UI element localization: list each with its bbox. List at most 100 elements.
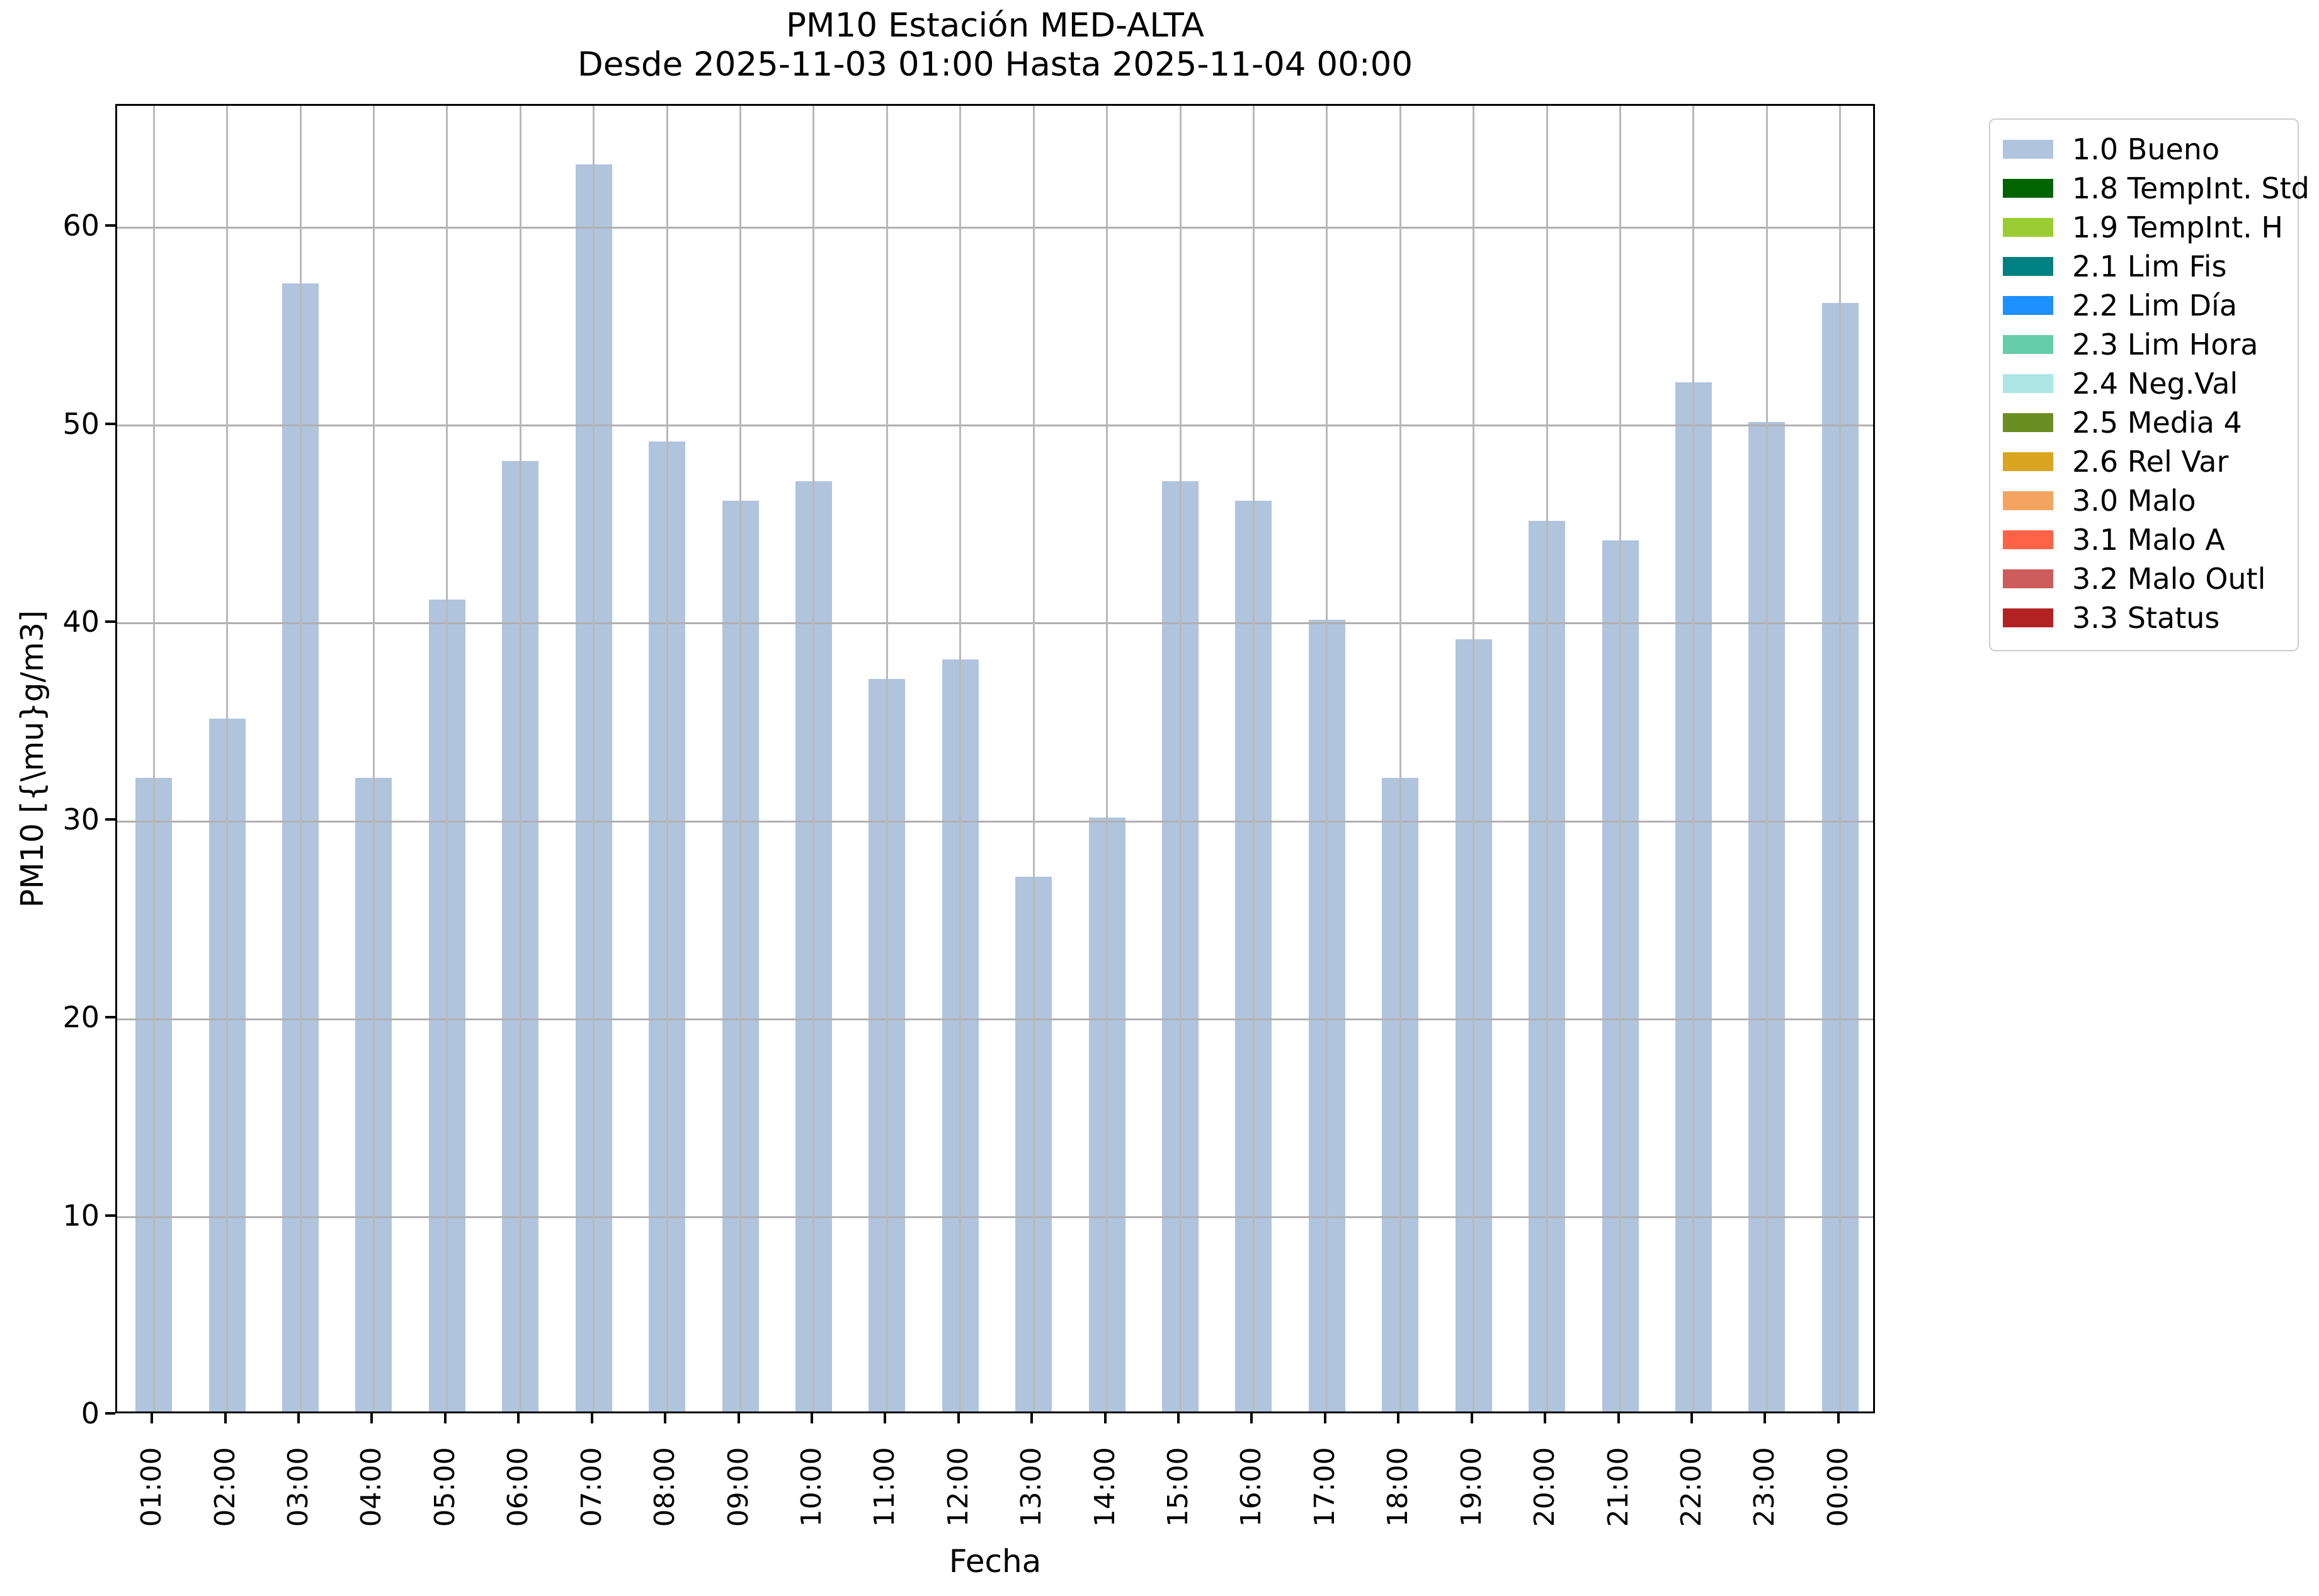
x-gridline (226, 106, 229, 1411)
x-tick (1763, 1413, 1767, 1423)
y-tick (105, 422, 115, 425)
x-tick-label: 23:00 (1748, 1447, 1781, 1527)
x-tick-label: 05:00 (428, 1447, 461, 1527)
legend-item: 2.5 Media 4 (1990, 403, 2298, 442)
y-gridline (117, 1018, 1873, 1020)
x-tick (1544, 1413, 1547, 1423)
legend-item: 1.8 TempInt. Std (1990, 169, 2310, 208)
x-tick (1470, 1413, 1473, 1423)
x-tick-label: 19:00 (1455, 1447, 1488, 1527)
y-tick-label: 30 (62, 802, 100, 837)
x-tick-label: 14:00 (1088, 1447, 1121, 1527)
x-gridline (593, 106, 595, 1411)
x-tick (810, 1413, 813, 1423)
legend-swatch (2003, 491, 2053, 510)
x-tick (737, 1413, 740, 1423)
x-tick-label: 02:00 (208, 1447, 241, 1527)
x-tick (1250, 1413, 1253, 1423)
x-tick-label: 09:00 (722, 1447, 755, 1527)
x-gridline (1619, 106, 1622, 1411)
x-gridline (1106, 106, 1108, 1411)
x-gridline (299, 106, 302, 1411)
x-gridline (959, 106, 962, 1411)
x-gridline (1252, 106, 1255, 1411)
legend-item: 2.3 Lim Hora (1990, 325, 2298, 364)
x-gridline (1473, 106, 1475, 1411)
x-tick-label: 17:00 (1308, 1447, 1341, 1527)
legend-swatch (2003, 569, 2053, 588)
x-tick-label: 03:00 (282, 1447, 315, 1527)
legend-label: 1.0 Bueno (2072, 132, 2220, 166)
legend-item: 1.0 Bueno (1990, 130, 2298, 169)
y-tick (105, 818, 115, 821)
x-tick-label: 01:00 (135, 1447, 168, 1527)
legend-label: 1.8 TempInt. Std (2072, 171, 2310, 205)
x-axis-label: Fecha (949, 1543, 1042, 1580)
plot-area (115, 104, 1875, 1413)
legend-label: 3.0 Malo (2072, 484, 2196, 518)
x-tick-label: 11:00 (869, 1447, 901, 1527)
x-tick (297, 1413, 300, 1423)
x-tick-label: 00:00 (1821, 1447, 1854, 1527)
legend-item: 1.9 TempInt. H (1990, 208, 2298, 247)
x-tick (1690, 1413, 1693, 1423)
legend-swatch (2003, 608, 2053, 627)
x-gridline (886, 106, 888, 1411)
legend-label: 2.6 Rel Var (2072, 445, 2229, 479)
x-tick-label: 16:00 (1235, 1447, 1268, 1527)
y-tick (105, 1412, 115, 1415)
x-tick (1177, 1413, 1180, 1423)
x-gridline (1032, 106, 1035, 1411)
x-tick (1323, 1413, 1326, 1423)
x-tick (957, 1413, 960, 1423)
y-gridline (117, 226, 1873, 229)
x-tick-label: 21:00 (1602, 1447, 1634, 1527)
legend-swatch (2003, 179, 2053, 198)
x-gridline (1765, 106, 1768, 1411)
legend-label: 2.1 Lim Fis (2072, 249, 2227, 283)
x-tick-label: 13:00 (1015, 1447, 1048, 1527)
legend-swatch (2003, 413, 2053, 432)
x-tick (517, 1413, 520, 1423)
legend-swatch (2003, 257, 2053, 276)
legend-swatch (2003, 140, 2053, 159)
legend-label: 3.2 Malo Outl (2072, 562, 2266, 596)
x-tick-label: 12:00 (942, 1447, 974, 1527)
legend-label: 3.1 Malo A (2072, 523, 2225, 557)
x-tick (1103, 1413, 1107, 1423)
y-gridline (117, 622, 1873, 625)
legend-item: 3.1 Malo A (1990, 520, 2298, 559)
x-gridline (1692, 106, 1695, 1411)
legend-swatch (2003, 296, 2053, 315)
x-gridline (1839, 106, 1842, 1411)
legend-label: 1.9 TempInt. H (2072, 210, 2283, 244)
legend: 1.0 Bueno 1.8 TempInt. Std 1.9 TempInt. H 2… (1989, 118, 2310, 651)
x-tick (1617, 1413, 1620, 1423)
x-tick-label: 08:00 (649, 1447, 681, 1527)
x-tick (151, 1413, 154, 1423)
x-tick (1030, 1413, 1034, 1423)
legend-item: 2.1 Lim Fis (1990, 247, 2298, 286)
y-tick-label: 10 (62, 1198, 100, 1233)
x-gridline (1399, 106, 1401, 1411)
y-tick-label: 20 (62, 1000, 100, 1035)
x-tick (370, 1413, 373, 1423)
x-gridline (519, 106, 521, 1411)
legend-label: 2.3 Lim Hora (2072, 328, 2259, 362)
legend-label: 2.5 Media 4 (2072, 406, 2242, 440)
x-tick-label: 10:00 (795, 1447, 828, 1527)
y-tick-label: 40 (62, 604, 100, 639)
legend-label: 2.2 Lim Día (2072, 288, 2238, 322)
legend-swatch (2003, 374, 2053, 393)
y-tick (105, 620, 115, 623)
x-gridline (1179, 106, 1182, 1411)
y-tick (105, 1214, 115, 1217)
x-tick (1837, 1413, 1840, 1423)
x-tick-label: 07:00 (575, 1447, 608, 1527)
legend-swatch (2003, 335, 2053, 354)
y-gridline (117, 425, 1873, 427)
x-gridline (666, 106, 668, 1411)
x-tick (590, 1413, 593, 1423)
x-tick-label: 04:00 (355, 1447, 388, 1527)
